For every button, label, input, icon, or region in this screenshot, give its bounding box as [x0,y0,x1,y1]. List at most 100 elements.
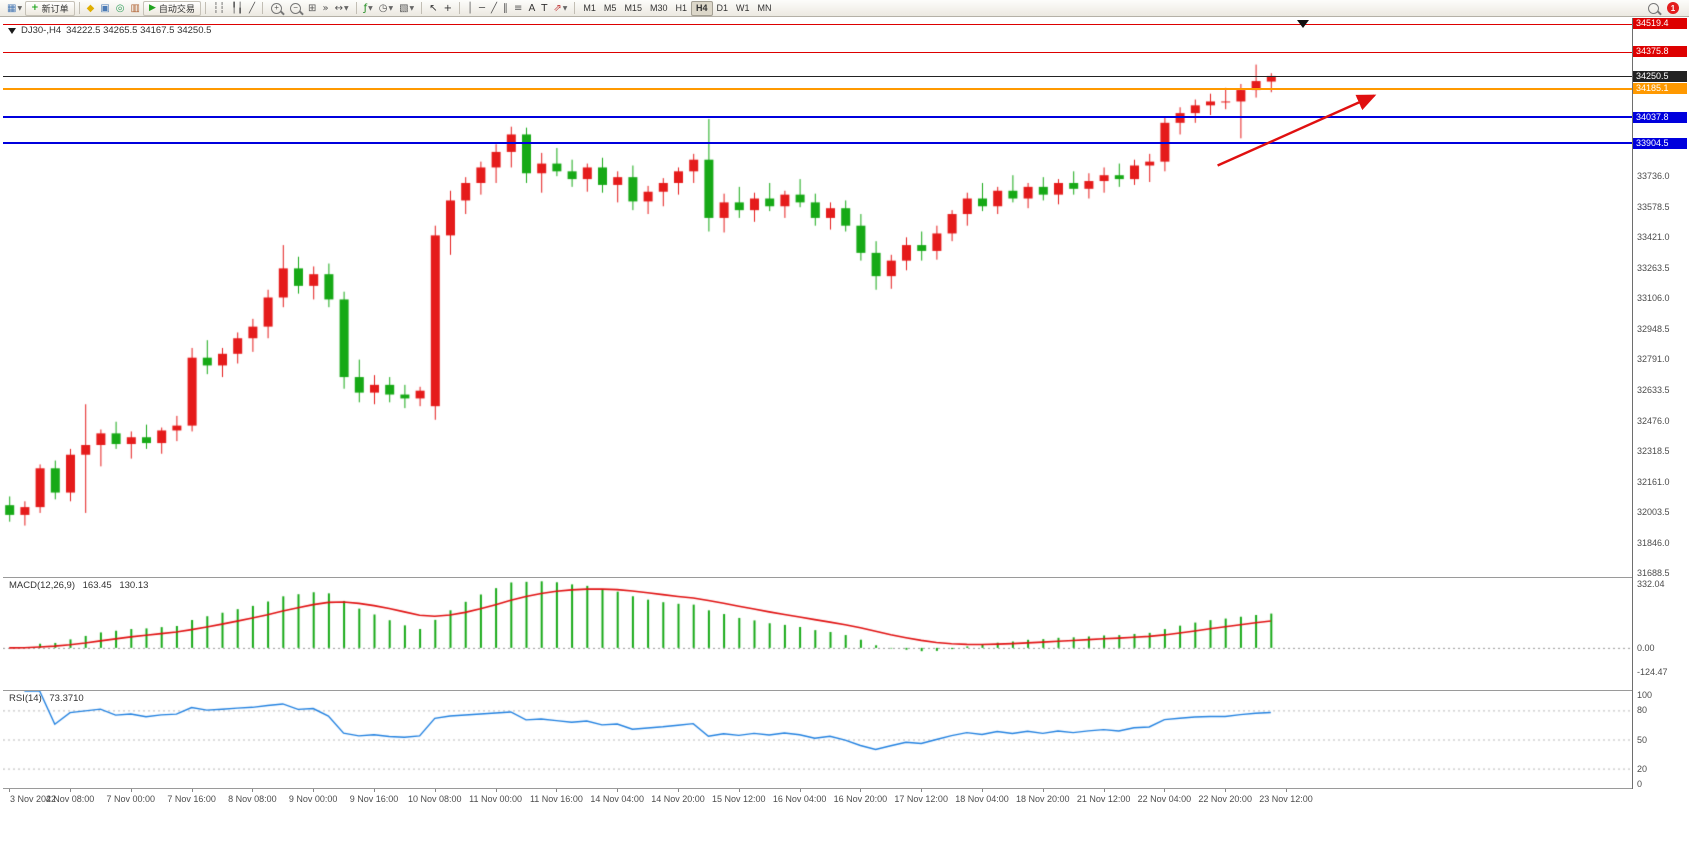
horizontal-price-line[interactable] [3,51,1632,53]
dropdown-caret-icon[interactable]: ▼ [343,4,349,12]
horizontal-price-line[interactable] [3,87,1632,90]
macd-indicator-label: MACD(12,26,9) 163.45 130.13 [9,580,153,591]
timeframe-m30[interactable]: M30 [649,2,668,13]
trendline-icon: ╱ [491,2,498,14]
notification-badge[interactable]: 1 [1667,2,1679,14]
time-axis-tick [191,789,193,792]
indicators-icon[interactable]: ƒ ▼ [361,1,376,16]
terminal-icon: ▥ [130,2,140,14]
new-order-button[interactable]: + 新订单 [25,0,75,16]
chart-shift-marker[interactable] [1297,20,1309,28]
zoom-out-icon[interactable]: − [290,2,302,14]
timeframe-mn[interactable]: MN [757,2,772,13]
timeframe-m15[interactable]: M15 [624,2,642,13]
time-axis-tick [1103,789,1105,792]
time-axis-tick [860,789,862,792]
toolbar-separator [262,2,264,14]
market-watch-icon[interactable]: ◆ [84,1,98,16]
macd-main-value: 163.45 [82,580,112,591]
time-axis-label: 9 Nov 16:00 [349,794,399,804]
horizontal-price-line[interactable] [3,23,1632,25]
terminal-icon[interactable]: ▥ [128,1,143,16]
toolbar-separator [421,2,423,14]
timeframe-m1[interactable]: M1 [583,2,596,13]
price-axis-border [1632,18,1633,789]
crosshair-icon[interactable]: + [441,1,455,16]
rsi-canvas[interactable] [3,691,1632,788]
toolbar-separator [204,2,206,14]
timeframe-m5[interactable]: M5 [603,2,617,13]
horizontal-price-line[interactable] [3,142,1632,145]
time-axis-label: 4 Nov 08:00 [45,794,95,804]
time-axis-label: 8 Nov 08:00 [228,794,277,804]
time-axis-label: 14 Nov 04:00 [590,794,644,804]
price-axis-tick: 32161.0 [1637,476,1670,487]
macd-pane[interactable]: MACD(12,26,9) 163.45 130.13 [3,578,1632,690]
timeframe-d1[interactable]: D1 [716,2,729,13]
data-window-icon[interactable]: ▣ [97,1,112,16]
navigator-icon[interactable]: ◎ [113,1,128,16]
time-axis-tick [1286,789,1287,792]
fibonacci-icon[interactable]: ≡ [511,1,525,16]
timeframe-h1[interactable]: H1 [675,2,687,13]
rsi-indicator-label: RSI(14) 73.3710 [9,693,89,704]
macd-axis-tick: -124.47 [1637,666,1668,677]
pane-splitter[interactable] [3,690,1689,691]
line-chart-type-icon[interactable]: ╱ [246,1,258,16]
macd-canvas[interactable] [3,578,1632,690]
time-axis-label: 22 Nov 04:00 [1137,794,1192,804]
vertical-line-icon[interactable]: │ [464,1,476,16]
templates-icon[interactable]: ▧ ▼ [396,1,417,16]
price-axis-tick: 33421.0 [1637,232,1670,243]
time-axis-label: 21 Nov 12:00 [1076,794,1131,804]
crosshair-icon: + [443,2,452,14]
pane-splitter[interactable] [3,577,1689,578]
dropdown-caret-icon[interactable]: ▼ [409,4,415,12]
vertical-line-icon: │ [466,2,473,14]
cursor-icon[interactable]: ↖ [426,1,440,16]
periods-icon[interactable]: ◷ ▼ [376,1,396,16]
timeframe-w1[interactable]: W1 [736,2,750,13]
horizontal-line-icon[interactable]: ─ [476,1,488,16]
price-axis-tick: 32318.5 [1637,446,1670,457]
time-axis-tick [9,789,11,792]
toolbar-separator [574,2,576,14]
time-axis-tick [1225,789,1227,792]
price-axis[interactable]: 33736.0 33578.5 33421.0 33263.5 33106.0 32948… [1633,18,1689,828]
time-axis-label: 11 Nov 00:00 [469,794,523,804]
tile-windows-icon[interactable]: ⊞ [305,1,319,16]
trendline-icon[interactable]: ╱ [488,1,500,16]
timeframe-h4[interactable]: H4 [690,0,713,16]
time-axis[interactable]: 3 Nov 2022 4 Nov 08:00 7 Nov 00:00 7 Nov 16… [3,789,1632,813]
dropdown-caret-icon[interactable]: ▼ [368,4,373,12]
one-click-trading-toggle[interactable] [8,27,16,34]
price-axis-tick: 32948.5 [1637,323,1670,334]
dropdown-caret-icon[interactable]: ▼ [17,4,23,12]
candlestick-chart-type-icon[interactable]: ╿╽ [228,1,246,16]
chart-shift-icon[interactable]: ↔ ▼ [332,1,352,16]
dropdown-caret-icon[interactable]: ▼ [562,4,568,12]
current-price-line[interactable] [3,76,1632,78]
horizontal-price-line[interactable] [3,116,1632,119]
autotrading-button[interactable]: ▶ 自动交易 [142,0,201,16]
equidistant-channel-icon[interactable]: ∥ [500,1,511,16]
time-axis-label: 10 Nov 08:00 [408,794,462,804]
horizontal-line-icon: ─ [478,2,486,14]
new-chart-icon[interactable]: ▦ ▼ [4,1,25,16]
equidistant-channel-icon: ∥ [503,2,509,14]
time-axis-label: 9 Nov 00:00 [288,794,338,804]
auto-scroll-icon[interactable]: » [319,1,331,16]
dropdown-caret-icon[interactable]: ▼ [388,4,394,12]
rsi-pane[interactable]: RSI(14) 73.3710 [3,691,1632,788]
price-axis-tick: 32633.5 [1637,384,1670,395]
search-icon[interactable] [1648,2,1659,14]
zoom-in-icon[interactable]: + [271,2,283,14]
arrows-icon[interactable]: ⇗ ▼ [550,1,570,16]
candlestick-canvas[interactable] [3,18,1632,577]
text-icon[interactable]: A [525,1,538,16]
main-chart-pane[interactable] [3,18,1632,577]
text-label-icon[interactable]: T [538,1,550,16]
price-axis-tick: 31688.5 [1637,568,1670,579]
bar-chart-type-icon[interactable]: ┆┆ [210,1,228,16]
time-axis-tick [617,789,619,792]
